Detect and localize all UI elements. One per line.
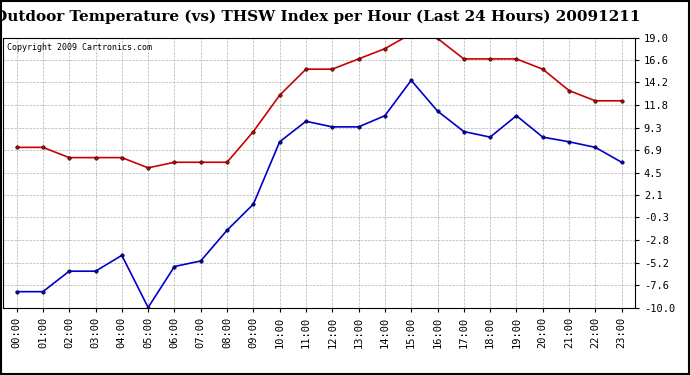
Text: Copyright 2009 Cartronics.com: Copyright 2009 Cartronics.com [7,43,152,52]
Text: Outdoor Temperature (vs) THSW Index per Hour (Last 24 Hours) 20091211: Outdoor Temperature (vs) THSW Index per … [0,9,640,24]
